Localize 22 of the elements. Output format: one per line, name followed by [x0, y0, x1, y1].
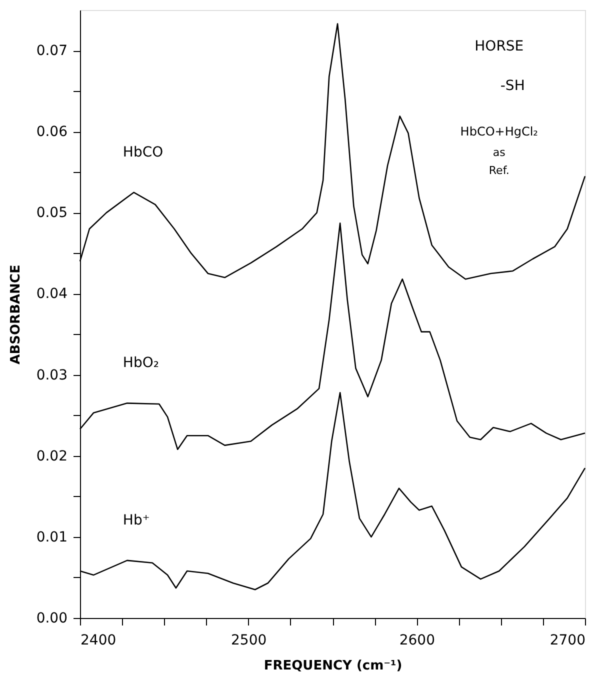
annotation: Ref. — [488, 164, 510, 178]
y-tick-label: 0.01 — [36, 529, 68, 546]
y-tick-label: 0.07 — [36, 43, 68, 60]
x-axis-title: FREQUENCY (cm⁻¹) — [264, 658, 402, 674]
y-tick-label: 0.04 — [36, 286, 68, 302]
x-tick-label: 2700 — [550, 632, 586, 648]
annotation: HbCO+HgCl₂ — [460, 124, 538, 139]
y-axis-title: ABSORBANCE — [8, 264, 24, 364]
y-tick-label: 0.00 — [36, 610, 68, 626]
x-tick-label: 2500 — [231, 632, 267, 648]
annotation: -SH — [500, 78, 525, 94]
annotation: as — [492, 146, 506, 159]
x-tick-label: 2400 — [80, 632, 116, 648]
y-tick-label: 0.05 — [36, 205, 68, 222]
text: Hb⁺ — [122, 512, 150, 528]
y-tick-label: 0.02 — [36, 448, 68, 464]
y-tick-label: 0.06 — [36, 124, 68, 140]
text: HbO₂ — [122, 355, 159, 372]
annotation: HORSE — [474, 38, 524, 54]
text: HbCO — [122, 144, 164, 160]
y-tick-label: 0.03 — [36, 367, 68, 384]
x-tick-label: 2600 — [399, 632, 435, 648]
